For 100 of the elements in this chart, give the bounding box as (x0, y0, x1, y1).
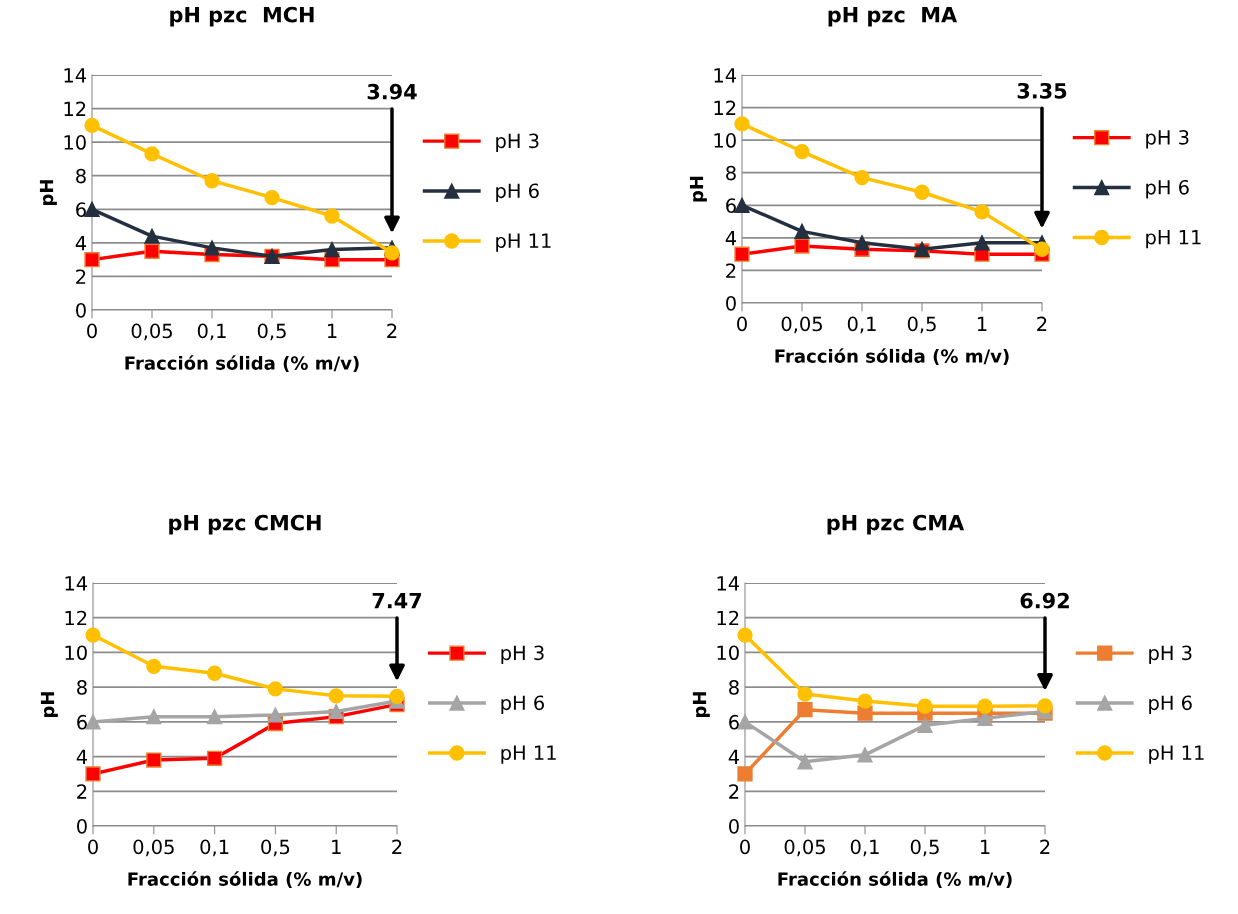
y-tick-label: 6 (76, 202, 86, 217)
legend-label: pH 3 (496, 133, 539, 152)
y-tick-label: 10 (64, 135, 86, 150)
point (146, 709, 162, 725)
y-tick-label: 8 (76, 168, 86, 184)
point (917, 698, 933, 714)
x-tick-label: 0,05 (781, 316, 822, 334)
y-tick-label: 12 (714, 100, 736, 115)
y-axis-title: pH (689, 176, 707, 202)
x-axis-title: Fracción sólida (% m/v) (125, 355, 359, 372)
x-tick-label: 0,5 (261, 839, 290, 857)
x-tick-label: 1 (327, 323, 337, 338)
y-tick-label: 12 (717, 610, 739, 626)
y-tick-label: 4 (75, 236, 87, 251)
point (324, 208, 340, 224)
point (204, 240, 220, 256)
y-tick-label: 14 (717, 576, 740, 591)
x-tick-label: 0,5 (910, 839, 939, 857)
y-tick-label: 6 (726, 198, 736, 213)
point (204, 173, 220, 189)
chart-title: pH pzc MCH (170, 6, 314, 27)
y-tick-label: 14 (64, 68, 87, 83)
point (146, 658, 162, 674)
point (144, 243, 160, 259)
y-tick-label: 0 (76, 302, 86, 318)
legend-label: pH 6 (1146, 179, 1189, 199)
point (737, 627, 753, 643)
point (328, 703, 344, 720)
point (144, 146, 160, 162)
point (1037, 698, 1053, 714)
x-tick-label: 2 (1037, 316, 1047, 331)
y-axis-title: pH (692, 692, 710, 717)
point (328, 688, 344, 704)
x-tick-label: 0,1 (200, 839, 229, 857)
x-tick-label: 0 (88, 839, 98, 855)
x-tick-label: 0,05 (131, 323, 172, 341)
point (854, 235, 870, 251)
point (737, 766, 753, 782)
y-tick-label: 4 (76, 749, 88, 764)
y-tick-label: 2 (726, 263, 736, 278)
y-tick-label: 2 (729, 784, 739, 799)
point (914, 184, 930, 200)
y-tick-label: 12 (64, 101, 86, 116)
y-tick-label: 8 (726, 165, 736, 181)
point (389, 688, 405, 704)
point (917, 717, 933, 733)
legend-label: pH 11 (496, 233, 551, 252)
annotation: 3.35 (1017, 82, 1067, 99)
x-tick-label: 0,1 (850, 839, 879, 857)
legend-label: pH 3 (1149, 645, 1192, 664)
x-tick-label: 0,5 (257, 323, 286, 341)
point (797, 686, 813, 702)
y-tick-label: 8 (729, 680, 739, 695)
y-tick-label: 0 (726, 295, 736, 311)
y-tick-label: 4 (728, 749, 740, 764)
x-tick-label: 1 (332, 839, 341, 854)
chart-title: pH pzc CMCH (169, 514, 321, 535)
point (854, 169, 870, 186)
point (797, 702, 813, 718)
x-tick-label: 0,05 (784, 839, 825, 857)
point (794, 223, 810, 239)
y-tick-label: 12 (65, 610, 87, 626)
y-tick-label: 10 (714, 133, 736, 148)
chart-title: pH pzc CMA (827, 514, 965, 535)
point (974, 235, 990, 251)
x-tick-label: 1 (980, 839, 990, 854)
annotation: 6.92 (1020, 592, 1069, 609)
point (144, 228, 160, 244)
y-tick-label: 0 (77, 818, 87, 834)
point (857, 693, 873, 709)
point (206, 665, 223, 681)
point (794, 238, 810, 254)
y-tick-label: 4 (725, 231, 737, 246)
y-tick-label: 10 (65, 645, 87, 661)
point (324, 241, 340, 258)
y-tick-label: 8 (77, 680, 87, 695)
x-tick-label: 1 (977, 316, 987, 331)
legend-label: pH 6 (496, 183, 539, 202)
y-tick-label: 2 (77, 784, 87, 799)
y-tick-label: 0 (729, 818, 739, 834)
y-tick-label: 6 (77, 714, 87, 730)
x-tick-label: 0,5 (907, 316, 936, 334)
point (384, 245, 400, 261)
point (206, 709, 223, 725)
legend-label: pH 6 (1149, 695, 1192, 714)
point (267, 707, 284, 723)
annotation: 7.47 (372, 592, 422, 609)
x-tick-label: 0,05 (133, 839, 174, 857)
x-axis-title: Fracción sólida (% m/v) (778, 871, 1012, 888)
x-tick-label: 0 (740, 839, 750, 855)
point (267, 681, 284, 697)
legend-label: pH 11 (1149, 745, 1204, 764)
legend-label: pH 3 (501, 645, 544, 664)
point (84, 252, 100, 268)
point (85, 766, 101, 782)
chart-title: pH pzc MA (828, 7, 958, 27)
point (146, 752, 162, 768)
point (734, 116, 750, 132)
x-tick-label: 0,1 (197, 323, 226, 341)
point (977, 698, 993, 714)
